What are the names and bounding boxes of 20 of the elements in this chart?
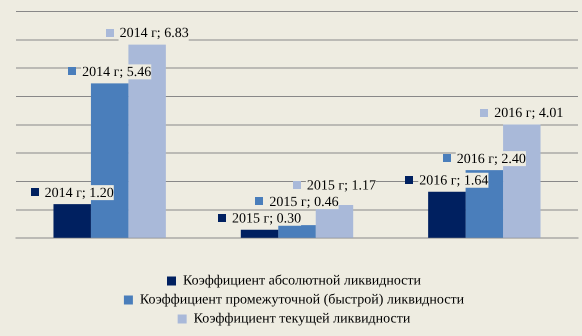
bar <box>53 204 91 238</box>
data-label: 2016 г; 2.40 <box>456 152 526 167</box>
bar <box>428 192 466 238</box>
data-label: 2014 г; 5.46 <box>82 65 152 80</box>
bar <box>240 230 278 238</box>
bar <box>90 83 128 238</box>
bar <box>316 205 354 238</box>
data-label: 2014 г; 6.83 <box>120 26 189 42</box>
legend-label: Коэффициент промежуточной (быстрой) ликвидности <box>140 292 465 308</box>
legend-label: Коэффициент абсолютной ликвидности <box>183 274 422 289</box>
data-label: 2015 г; 0.46 <box>269 194 339 210</box>
bar <box>278 225 316 238</box>
data-label: 2016 г; 4.01 <box>494 106 564 122</box>
data-label: 2015 г; 1.17 <box>306 178 376 194</box>
data-label: 2014 г; 1.20 <box>44 186 114 201</box>
bar <box>128 44 166 238</box>
data-label: 2016 г; 1.64 <box>419 173 488 188</box>
legend-label: Коэффициент текущей ликвидности <box>194 312 411 327</box>
data-label: 2015 г; 0.30 <box>232 211 302 226</box>
bar <box>503 124 541 238</box>
